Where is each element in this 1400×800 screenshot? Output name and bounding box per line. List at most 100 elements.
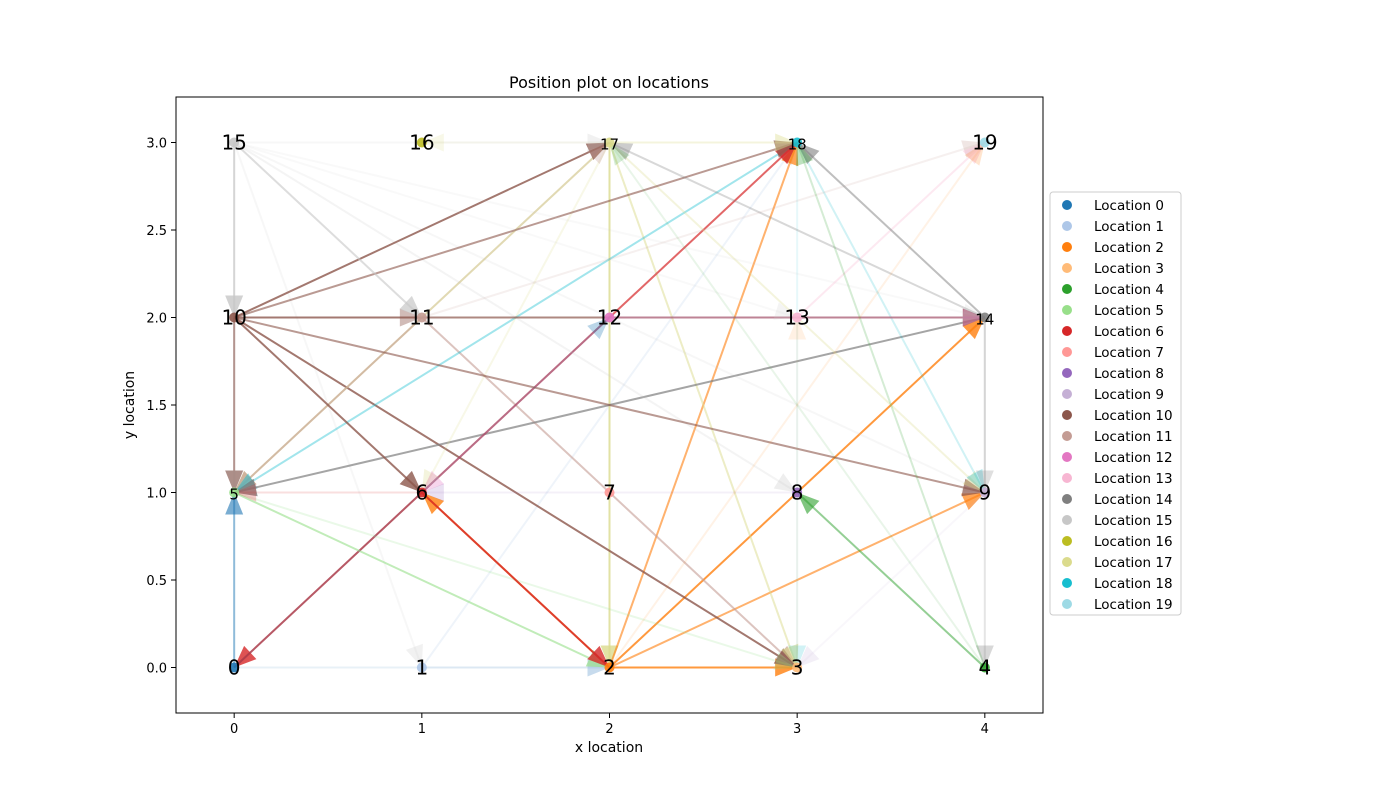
arrowhead-15-to-17: [587, 133, 610, 152]
location-marker-2: [604, 662, 615, 673]
location-label-7: 7: [603, 481, 616, 505]
location-marker-11: [416, 312, 427, 323]
location-label-12: 12: [597, 306, 622, 330]
legend-entry-6: Location 6: [1094, 324, 1164, 340]
location-marker-3: [792, 662, 803, 673]
location-label-16: 16: [409, 131, 434, 155]
x-tick-label: 1: [418, 722, 426, 737]
path-2-to-19: [608, 141, 986, 669]
path-11-to-17: [421, 141, 611, 319]
arrowhead-15-to-14: [961, 303, 985, 322]
arrowhead-8-to-6: [421, 483, 444, 502]
path-15-to-13: [233, 141, 798, 319]
location-label-1: 1: [415, 656, 428, 680]
location-label-6: 6: [415, 481, 428, 505]
y-tick-label: 0.5: [146, 574, 167, 589]
y-axis-ticks: 0.0 0.5 1.0 1.5 2.0 2.5 3.0: [146, 137, 176, 677]
arrowhead-14-to-4: [975, 645, 994, 668]
location-marker-8: [792, 487, 803, 498]
legend-marker-11: [1062, 431, 1072, 441]
path-17-to-3: [608, 142, 799, 668]
legend-frame: [1049, 191, 1182, 616]
location-marker-6: [416, 487, 427, 498]
legend-marker-15: [1062, 515, 1072, 525]
location-marker-19: [979, 137, 990, 148]
arrowhead-10-to-3: [773, 648, 798, 668]
legend-marker-7: [1062, 347, 1072, 357]
legend-marker-12: [1062, 452, 1072, 462]
y-tick-label: 0.0: [146, 662, 167, 677]
legend-marker-18: [1062, 578, 1072, 588]
legend-entry-15: Location 15: [1094, 513, 1173, 529]
legend-entry-19: Location 19: [1094, 597, 1173, 613]
legend: Location 0 Location 1 Location 2 Location 3…: [1049, 191, 1182, 616]
x-tick-label: 0: [230, 722, 238, 737]
arrowhead-10-to-9: [961, 478, 985, 497]
location-marker-5: [229, 487, 240, 498]
arrowhead-2-to-19: [964, 142, 985, 166]
legend-entry-7: Location 7: [1094, 345, 1164, 361]
legend-entry-13: Location 13: [1094, 471, 1173, 487]
legend-entry-9: Location 9: [1094, 387, 1164, 403]
arrowhead-11-to-19: [961, 140, 985, 158]
markers-layer: [229, 137, 990, 673]
path-6-to-2: [421, 491, 611, 669]
arrowhead-4-to-8: [797, 492, 820, 515]
arrowhead-12-to-14: [962, 308, 985, 327]
legend-entry-11: Location 11: [1094, 429, 1173, 445]
paths-layer: [225, 133, 994, 677]
legend-entry-0: Location 0: [1094, 198, 1164, 214]
arrowhead-17-to-16: [421, 133, 444, 152]
arrowhead-10-to-5: [225, 470, 244, 493]
arrowhead-17-to-3: [781, 643, 799, 668]
location-marker-17: [604, 137, 615, 148]
x-tick-label: 2: [605, 722, 613, 737]
legend-marker-13: [1062, 473, 1072, 483]
path-2-to-9: [609, 491, 986, 669]
location-marker-16: [416, 137, 427, 148]
path-10-to-6: [233, 316, 423, 494]
legend-marker-14: [1062, 494, 1072, 504]
legend-marker-4: [1062, 284, 1072, 294]
location-label-4: 4: [978, 656, 991, 680]
y-tick-label: 1.5: [146, 399, 167, 414]
location-label-19: 19: [972, 131, 997, 155]
arrowhead-10-to-18: [773, 140, 798, 158]
legend-marker-16: [1062, 536, 1072, 546]
path-15-to-14: [233, 141, 986, 319]
legend-marker-0: [1062, 200, 1072, 210]
arrowhead-15-to-5: [225, 470, 244, 493]
path-15-to-11: [233, 141, 423, 319]
arrowhead-18-to-3: [788, 645, 807, 668]
arrowhead-15-to-8: [773, 473, 798, 493]
path-10-to-3: [233, 316, 798, 669]
legend-marker-8: [1062, 368, 1072, 378]
legend-marker-3: [1062, 263, 1072, 273]
arrowhead-10-to-6: [399, 470, 422, 493]
legend-entry-8: Location 8: [1094, 366, 1164, 382]
legend-entry-2: Location 2: [1094, 240, 1164, 256]
location-label-2: 2: [603, 656, 616, 680]
arrowhead-17-to-18: [775, 133, 798, 152]
x-tick-label: 4: [981, 722, 989, 737]
legend-entry-1: Location 1: [1094, 219, 1164, 235]
path-14-to-18: [796, 141, 986, 319]
arrowhead-12-to-6: [421, 470, 445, 493]
arrowhead-6-to-2: [587, 645, 610, 668]
path-14-to-17: [609, 141, 986, 319]
y-tick-label: 1.0: [146, 487, 167, 502]
legend-marker-2: [1062, 242, 1072, 252]
path-4-to-17: [608, 141, 986, 669]
arrowhead-14-to-9: [975, 470, 994, 493]
path-10-to-18: [233, 141, 798, 319]
location-label-3: 3: [791, 656, 804, 680]
location-label-9: 9: [978, 481, 991, 505]
legend-entry-14: Location 14: [1094, 492, 1173, 508]
location-marker-0: [229, 662, 240, 673]
arrowhead-14-to-17: [609, 142, 634, 160]
arrowhead-6-to-0: [234, 645, 257, 668]
location-marker-7: [604, 487, 615, 498]
location-marker-12: [604, 312, 615, 323]
location-marker-9: [979, 487, 990, 498]
location-marker-10: [229, 312, 240, 323]
